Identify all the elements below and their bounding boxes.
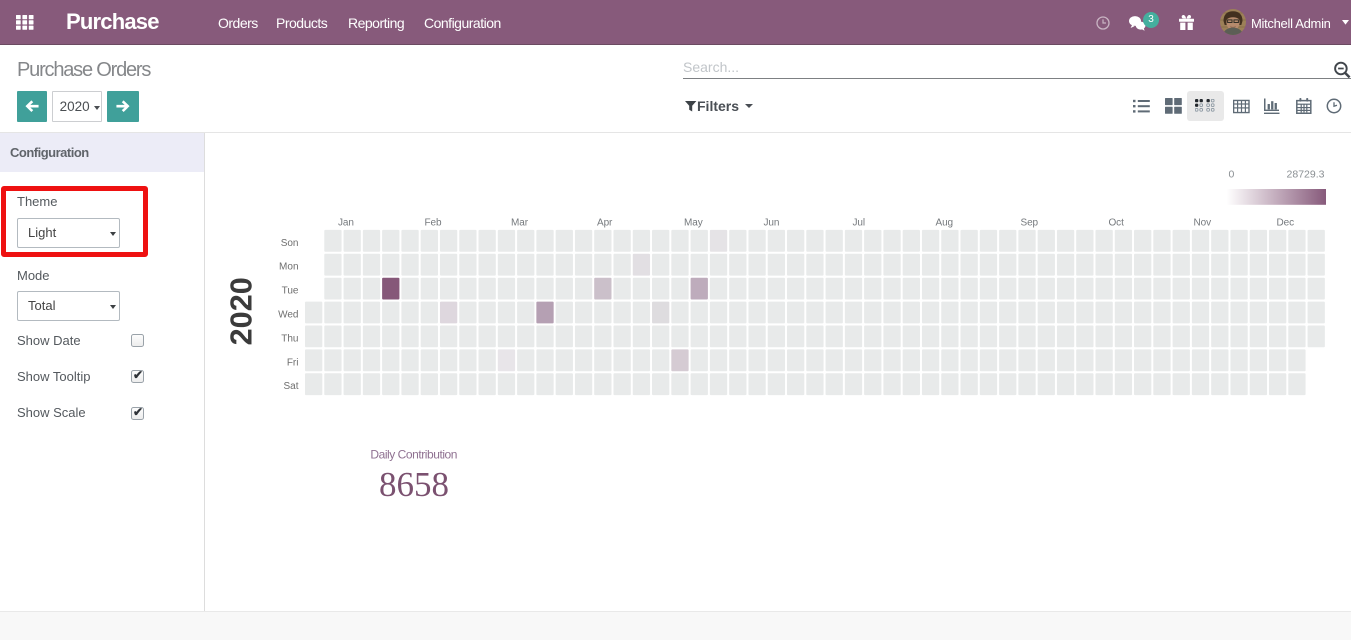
svg-text:Fri: Fri bbox=[287, 357, 299, 368]
svg-text:Mar: Mar bbox=[511, 217, 529, 228]
svg-text:Mon: Mon bbox=[279, 262, 298, 273]
svg-text:28729.3: 28729.3 bbox=[1287, 169, 1325, 181]
svg-text:Jan: Jan bbox=[338, 217, 354, 228]
svg-text:May: May bbox=[684, 217, 703, 228]
svg-text:Son: Son bbox=[281, 238, 299, 249]
svg-text:Sat: Sat bbox=[283, 381, 298, 392]
svg-text:Jun: Jun bbox=[764, 217, 780, 228]
svg-text:0: 0 bbox=[1229, 169, 1235, 181]
svg-text:8658: 8658 bbox=[379, 465, 449, 504]
svg-text:Apr: Apr bbox=[597, 217, 613, 228]
svg-text:Dec: Dec bbox=[1277, 217, 1295, 228]
svg-text:Thu: Thu bbox=[281, 333, 298, 344]
svg-text:Sep: Sep bbox=[1021, 217, 1039, 228]
svg-text:Daily Contribution: Daily Contribution bbox=[370, 448, 457, 462]
svg-text:2020: 2020 bbox=[225, 277, 259, 345]
svg-text:Feb: Feb bbox=[425, 217, 442, 228]
svg-text:Oct: Oct bbox=[1109, 217, 1125, 228]
svg-text:Jul: Jul bbox=[853, 217, 865, 228]
svg-text:Nov: Nov bbox=[1194, 217, 1212, 228]
svg-text:Aug: Aug bbox=[936, 217, 954, 228]
svg-text:Tue: Tue bbox=[282, 286, 299, 297]
svg-text:Wed: Wed bbox=[278, 310, 298, 321]
